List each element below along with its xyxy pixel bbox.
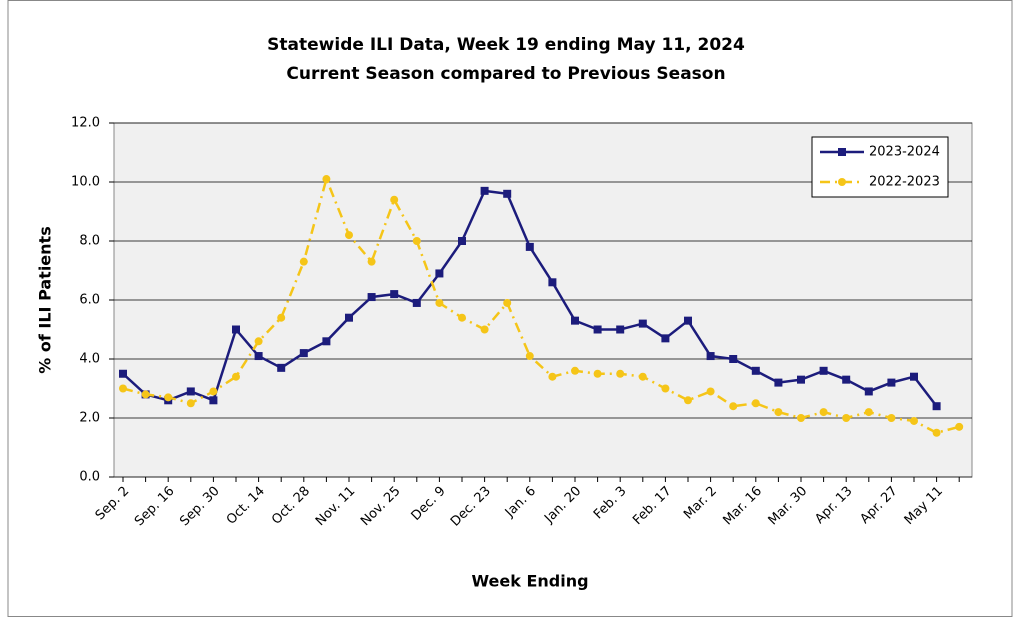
y-tick-label: 8.0 [79, 234, 100, 249]
legend-label: 2022-2023 [869, 175, 940, 190]
data-point [164, 393, 173, 402]
data-point [706, 387, 715, 396]
data-point [593, 325, 602, 334]
data-point [232, 325, 240, 334]
data-point [571, 366, 579, 375]
data-point [367, 293, 376, 302]
data-point [209, 387, 218, 396]
data-point [616, 325, 625, 334]
data-point [525, 352, 534, 361]
data-point [367, 257, 376, 266]
data-point [774, 378, 783, 387]
series-line [122, 175, 960, 435]
x-axis-label: Week Ending [471, 572, 588, 591]
data-point [819, 366, 828, 375]
y-tick-label: 12.0 [71, 116, 100, 131]
data-point [864, 387, 873, 396]
data-point [887, 414, 896, 422]
data-point [819, 408, 828, 417]
chart-title: Statewide ILI Data, Week 19 ending May 1… [267, 35, 745, 55]
data-point [661, 334, 670, 343]
data-point [774, 408, 783, 417]
legend-box [811, 136, 949, 198]
data-point [322, 337, 331, 346]
y-axis-label: % of ILI Patients [36, 226, 55, 373]
data-point [797, 414, 805, 422]
data-point [503, 298, 512, 307]
data-point [571, 316, 579, 325]
data-point [345, 231, 353, 240]
data-point [299, 349, 308, 358]
data-point [864, 408, 873, 417]
y-tick-label: 10.0 [71, 175, 100, 190]
data-point [887, 378, 896, 387]
data-point [480, 186, 489, 195]
data-point [254, 352, 263, 361]
data-point [345, 313, 353, 322]
data-point [390, 290, 399, 299]
data-point [932, 428, 941, 437]
data-point [548, 278, 557, 287]
data-point [186, 387, 195, 396]
data-point [955, 422, 964, 431]
legend-marker [838, 148, 846, 156]
data-point [254, 337, 263, 346]
data-point [458, 313, 466, 322]
data-point [751, 366, 760, 375]
data-point [299, 257, 308, 266]
data-point [842, 375, 851, 384]
data-point [322, 175, 331, 184]
data-point [842, 414, 851, 422]
data-point [797, 375, 805, 384]
data-point [186, 399, 195, 408]
data-point [548, 372, 557, 381]
data-point [503, 189, 512, 198]
data-point [277, 363, 286, 372]
data-point [525, 242, 534, 251]
data-point [232, 372, 240, 381]
data-point [412, 298, 421, 307]
data-point [209, 396, 218, 405]
y-tick-label: 6.0 [79, 293, 100, 308]
data-point [684, 396, 692, 405]
data-point [119, 384, 127, 393]
data-point [910, 372, 918, 381]
data-point [119, 369, 127, 378]
y-tick-label: 0.0 [79, 470, 100, 485]
data-point [593, 369, 602, 378]
legend-marker [838, 178, 846, 186]
data-point [616, 369, 625, 378]
data-point [751, 399, 760, 408]
legend-label: 2023-2024 [869, 145, 940, 160]
data-point [932, 402, 941, 411]
data-point [706, 352, 715, 361]
y-tick-label: 4.0 [79, 352, 100, 367]
data-point [684, 316, 692, 325]
data-point [638, 372, 647, 381]
data-point [458, 237, 466, 245]
data-point [435, 269, 444, 278]
data-point [910, 416, 918, 425]
data-point [729, 402, 738, 411]
data-point [141, 390, 150, 399]
data-point [412, 237, 421, 245]
chart-subtitle: Current Season compared to Previous Seas… [286, 64, 725, 84]
data-point [729, 355, 738, 363]
data-point [435, 298, 444, 307]
data-point [390, 195, 399, 204]
data-point [638, 319, 647, 328]
data-point [277, 313, 286, 322]
y-tick-label: 2.0 [79, 411, 100, 426]
data-point [480, 325, 489, 334]
data-point [661, 384, 670, 393]
